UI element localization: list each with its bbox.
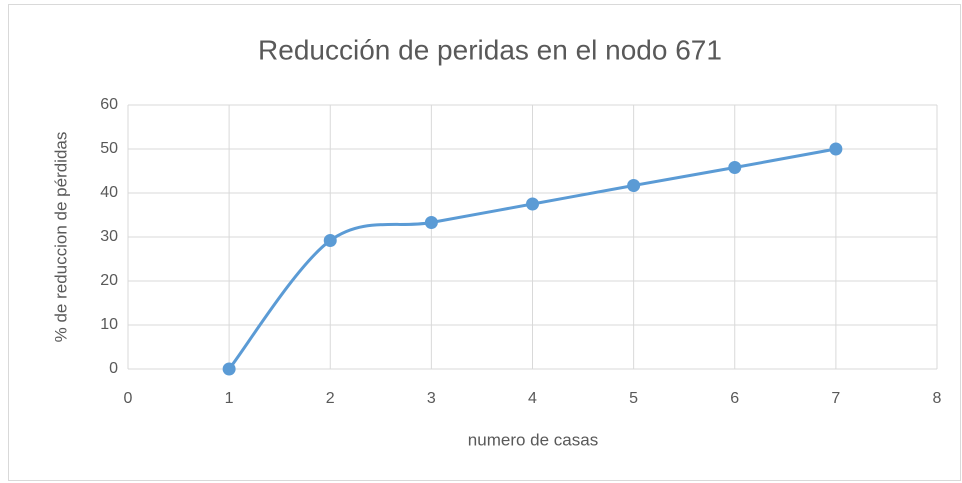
x-tick-label: 4	[528, 390, 537, 407]
data-point	[424, 215, 438, 229]
data-point	[323, 234, 337, 248]
x-tick-label: 6	[730, 390, 739, 407]
x-tick-label: 3	[427, 390, 436, 407]
x-tick-label: 0	[124, 390, 133, 407]
chart-title: Reducción de peridas en el nodo 671	[258, 34, 722, 65]
y-tick-label: 10	[100, 316, 118, 333]
x-tick-label: 8	[933, 390, 942, 407]
y-tick-label: 0	[109, 360, 118, 377]
data-point	[829, 142, 843, 156]
y-tick-label: 30	[100, 228, 118, 245]
data-point	[728, 160, 742, 174]
data-point	[222, 362, 236, 376]
x-tick-label: 1	[225, 390, 234, 407]
x-tick-label: 2	[326, 390, 335, 407]
data-point	[526, 197, 539, 211]
x-tick-label: 7	[831, 390, 840, 407]
y-tick-label: 50	[100, 140, 118, 157]
x-tick-label: 5	[629, 390, 638, 407]
data-point	[627, 179, 641, 193]
chart-border	[8, 4, 961, 481]
x-axis-label: numero de casas	[468, 430, 598, 449]
y-axis-label: % de reduccion de pérdidas	[51, 132, 70, 343]
y-tick-label: 60	[100, 96, 118, 113]
y-tick-label: 20	[100, 272, 118, 289]
y-tick-label: 40	[100, 184, 118, 201]
